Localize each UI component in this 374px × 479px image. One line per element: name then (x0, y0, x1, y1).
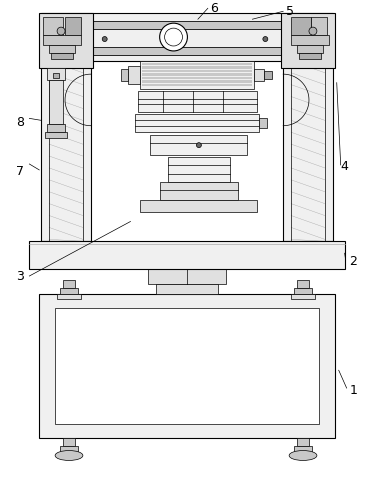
Bar (291, 35, 329, 45)
Text: 1: 1 (350, 384, 358, 397)
Circle shape (309, 27, 317, 35)
Bar (91, 21, 283, 29)
Bar (283, 13, 333, 241)
Bar (142, 77, 252, 79)
Bar (47, 68, 65, 80)
Circle shape (263, 36, 268, 42)
Bar (156, 284, 218, 294)
Bar (150, 135, 248, 155)
Text: 2: 2 (349, 255, 356, 268)
Bar (297, 438, 309, 445)
Bar (45, 132, 67, 138)
Bar (63, 280, 75, 288)
Text: 5: 5 (286, 5, 294, 18)
Text: 4: 4 (341, 160, 349, 173)
Bar (142, 63, 252, 65)
Bar (140, 61, 254, 89)
Bar (47, 125, 65, 132)
Bar (297, 45, 323, 53)
Bar (260, 118, 267, 128)
Text: 3: 3 (16, 270, 24, 283)
Bar (41, 13, 91, 241)
Bar (120, 69, 129, 80)
Bar (91, 13, 283, 61)
Bar (142, 70, 252, 72)
Bar (142, 73, 252, 76)
Bar (138, 91, 257, 113)
Circle shape (160, 23, 187, 51)
Circle shape (196, 143, 201, 148)
Ellipse shape (289, 451, 317, 460)
Bar (91, 47, 283, 55)
Bar (60, 445, 78, 452)
Bar (168, 157, 230, 182)
Bar (294, 288, 312, 294)
Bar (294, 445, 312, 452)
Bar (129, 66, 140, 84)
Bar (60, 288, 78, 294)
Bar (55, 308, 319, 424)
Bar (135, 114, 260, 132)
Bar (49, 80, 63, 125)
Bar (254, 69, 264, 80)
Bar (63, 438, 75, 445)
Bar (51, 53, 73, 59)
Bar (311, 17, 327, 35)
Bar (43, 35, 81, 45)
Bar (29, 241, 345, 269)
Bar (49, 45, 75, 53)
Bar (39, 13, 93, 68)
Bar (53, 73, 59, 78)
Bar (142, 84, 252, 86)
Circle shape (57, 27, 65, 35)
Bar (291, 294, 315, 299)
Bar (160, 182, 237, 200)
Bar (142, 80, 252, 83)
Bar (148, 269, 226, 284)
Bar (39, 294, 335, 438)
Text: 6: 6 (210, 2, 218, 15)
Bar (57, 294, 81, 299)
Text: 8: 8 (16, 116, 24, 129)
Bar (281, 13, 335, 68)
Circle shape (102, 36, 107, 42)
Ellipse shape (55, 451, 83, 460)
Bar (297, 280, 309, 288)
Bar (142, 66, 252, 69)
Text: 7: 7 (16, 165, 24, 178)
Bar (43, 17, 63, 35)
Bar (291, 17, 311, 35)
Bar (299, 53, 321, 59)
Bar (264, 71, 272, 79)
Bar (65, 17, 81, 35)
Bar (140, 200, 257, 212)
